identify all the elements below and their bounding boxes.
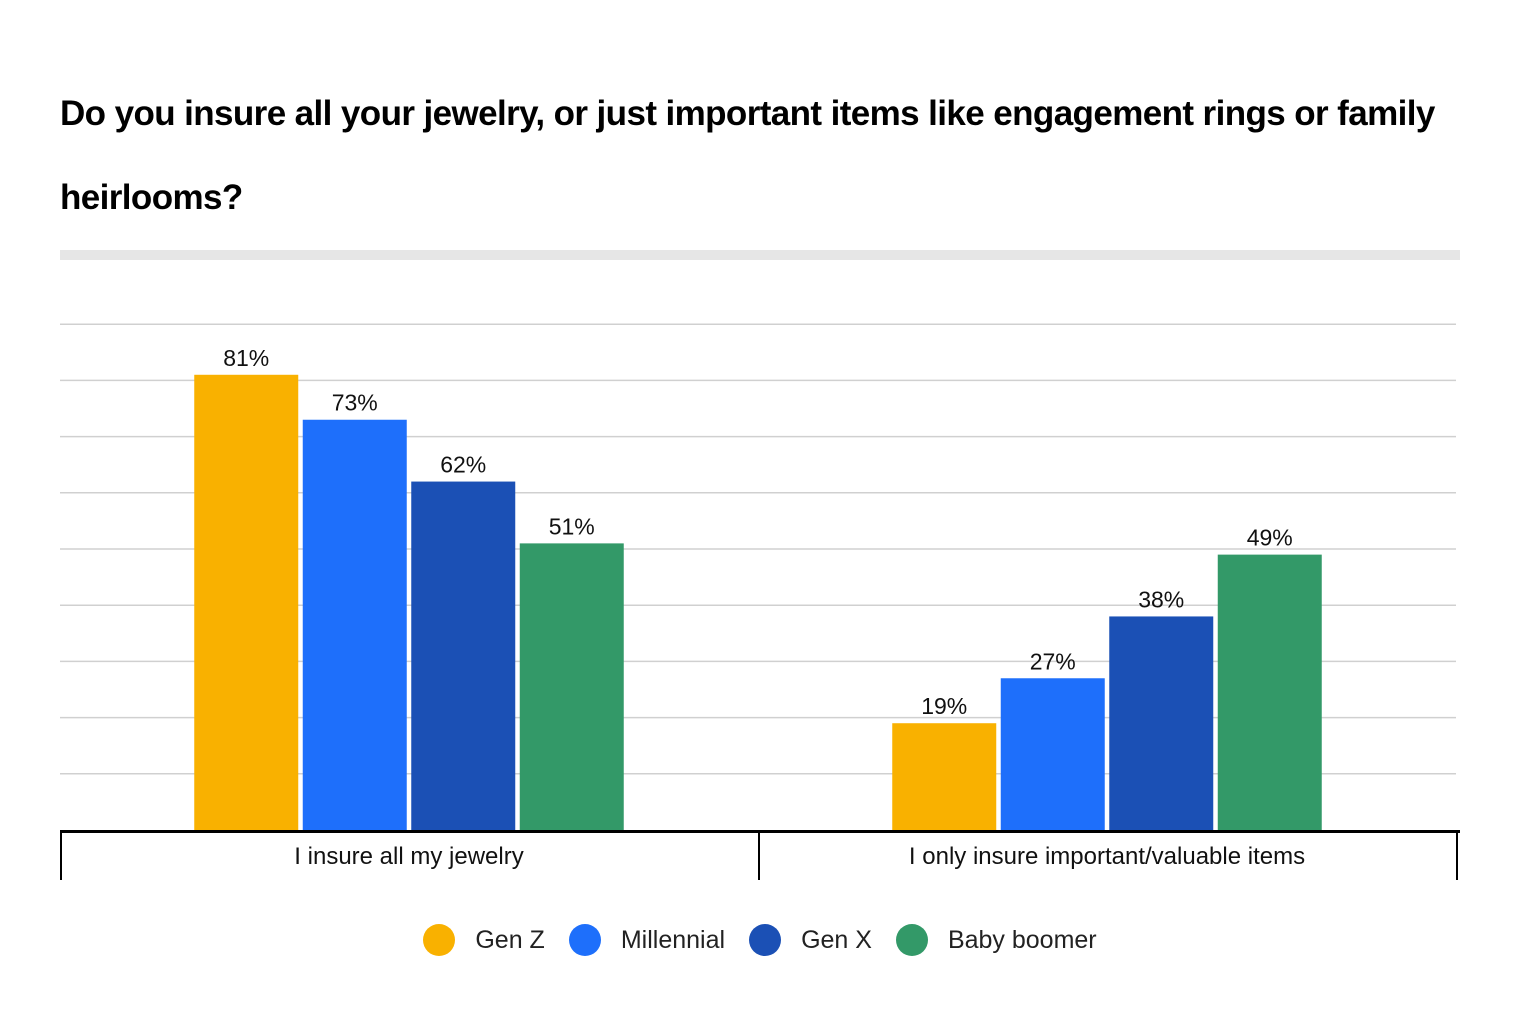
bar-millennial[interactable] (302, 419, 407, 830)
legend-item-gen-z[interactable]: Gen Z (423, 924, 545, 956)
data-label: 19% (921, 693, 967, 719)
data-label: 38% (1138, 586, 1184, 612)
bar-gen-z[interactable] (892, 723, 997, 830)
data-label: 51% (549, 513, 595, 539)
legend-swatch (749, 924, 782, 956)
data-label: 81% (223, 345, 269, 371)
chart-title: Do you insure all your jewelry, or just … (60, 94, 1435, 217)
title-divider (60, 250, 1460, 260)
data-label: 73% (332, 390, 378, 416)
bar-millennial[interactable] (1000, 678, 1105, 830)
legend-swatch (568, 924, 601, 956)
x-tick-label: I only insure important/valuable items (909, 843, 1305, 870)
legend-label: Baby boomer (947, 925, 1097, 954)
legend-label: Gen Z (475, 925, 545, 954)
legend-label: Gen X (801, 925, 872, 954)
bar-gen-x[interactable] (1109, 616, 1214, 830)
data-label: 62% (440, 452, 486, 478)
bar-baby-boomer[interactable] (519, 543, 624, 830)
chart-legend: Gen Z Millennial Gen X Baby boomer (0, 924, 1520, 956)
legend-item-baby-boomer[interactable]: Baby boomer (895, 924, 1097, 956)
data-label: 27% (1030, 648, 1076, 674)
legend-item-millennial[interactable]: Millennial (568, 924, 726, 956)
data-label: 49% (1247, 525, 1293, 551)
legend-swatch (423, 924, 456, 956)
legend-label: Millennial (620, 925, 726, 954)
bar-gen-z[interactable] (194, 374, 299, 830)
bar-baby-boomer[interactable] (1217, 554, 1322, 830)
x-tick-label: I insure all my jewelry (294, 843, 523, 870)
legend-item-gen-x[interactable]: Gen X (749, 924, 872, 956)
legend-swatch (895, 924, 928, 956)
bar-gen-x[interactable] (411, 481, 516, 830)
